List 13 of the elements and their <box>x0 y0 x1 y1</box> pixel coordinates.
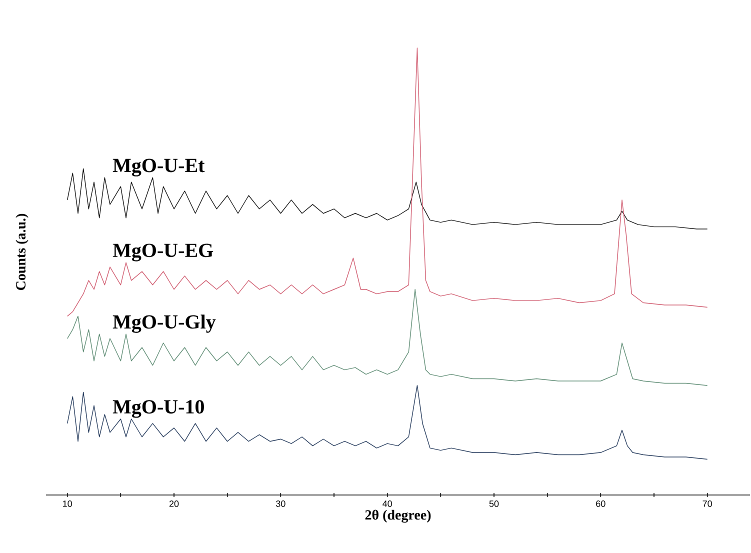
x-tick-label: 60 <box>596 500 606 507</box>
x-tick-label: 70 <box>702 500 712 507</box>
y-axis-title: Counts (a.u.) <box>16 214 28 290</box>
x-tick-label: 50 <box>489 500 499 507</box>
series-label: MgO-U-EG <box>112 244 214 262</box>
x-tick-label: 10 <box>63 500 72 507</box>
x-tick-label: 20 <box>169 500 179 507</box>
x-axis-title: 2θ (degree) <box>365 510 431 523</box>
series-label: MgO-U-10 <box>112 400 204 418</box>
series-label: MgO-U-Et <box>112 158 205 176</box>
series-label: MgO-U-Gly <box>112 314 216 333</box>
x-tick-label: 40 <box>382 500 392 507</box>
x-tick-label: 30 <box>276 500 286 507</box>
